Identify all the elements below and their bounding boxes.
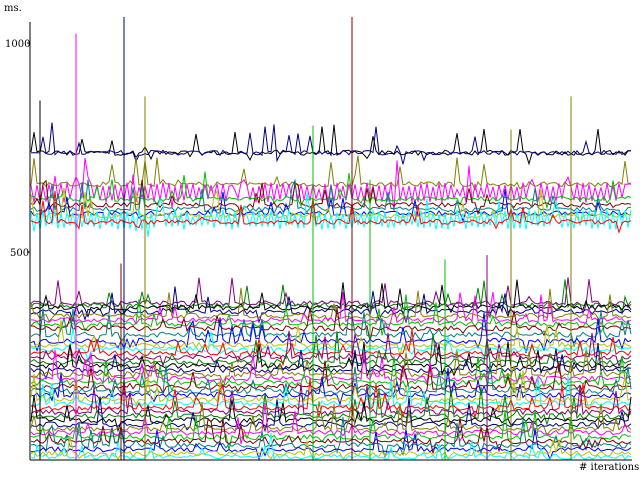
series-line-7 bbox=[30, 178, 632, 219]
series-line-34 bbox=[30, 368, 632, 406]
series-line-30 bbox=[30, 349, 632, 391]
y-tick-label-1000: 1000 bbox=[5, 39, 30, 50]
series-line-3 bbox=[30, 155, 632, 192]
series-line-18 bbox=[30, 294, 632, 336]
series-line-41 bbox=[30, 396, 632, 435]
series-line-10 bbox=[30, 192, 632, 237]
series-line-12 bbox=[30, 277, 632, 316]
series-line-44 bbox=[30, 410, 632, 450]
series-layer bbox=[30, 16, 632, 462]
series-line-33 bbox=[30, 361, 632, 402]
series-line-17 bbox=[30, 291, 632, 332]
series-line-49 bbox=[30, 432, 632, 461]
series-line-45 bbox=[30, 417, 632, 454]
series-line-43 bbox=[30, 402, 632, 445]
series-line-48 bbox=[30, 435, 632, 461]
series-line-1 bbox=[30, 124, 631, 166]
series-line-32 bbox=[30, 360, 632, 397]
series-line-14 bbox=[30, 279, 632, 318]
series-line-4 bbox=[30, 157, 632, 212]
series-line-2 bbox=[30, 122, 632, 165]
series-line-42 bbox=[30, 400, 632, 440]
series-line-39 bbox=[30, 386, 632, 426]
series-line-24 bbox=[30, 329, 632, 367]
series-line-20 bbox=[30, 308, 632, 347]
series-line-46 bbox=[30, 417, 632, 458]
y-tick-label-500: 500 bbox=[10, 248, 29, 259]
series-line-38 bbox=[30, 383, 632, 420]
y-axis-label: ms. bbox=[4, 3, 22, 14]
series-line-13 bbox=[30, 279, 632, 320]
series-line-11 bbox=[30, 190, 632, 235]
series-line-15 bbox=[30, 286, 632, 324]
series-line-19 bbox=[30, 307, 632, 342]
x-axis-label: # iterations bbox=[579, 462, 639, 473]
series-line-37 bbox=[30, 378, 632, 420]
series-line-25 bbox=[30, 330, 632, 369]
series-line-40 bbox=[30, 395, 632, 433]
series-line-26 bbox=[30, 331, 632, 370]
